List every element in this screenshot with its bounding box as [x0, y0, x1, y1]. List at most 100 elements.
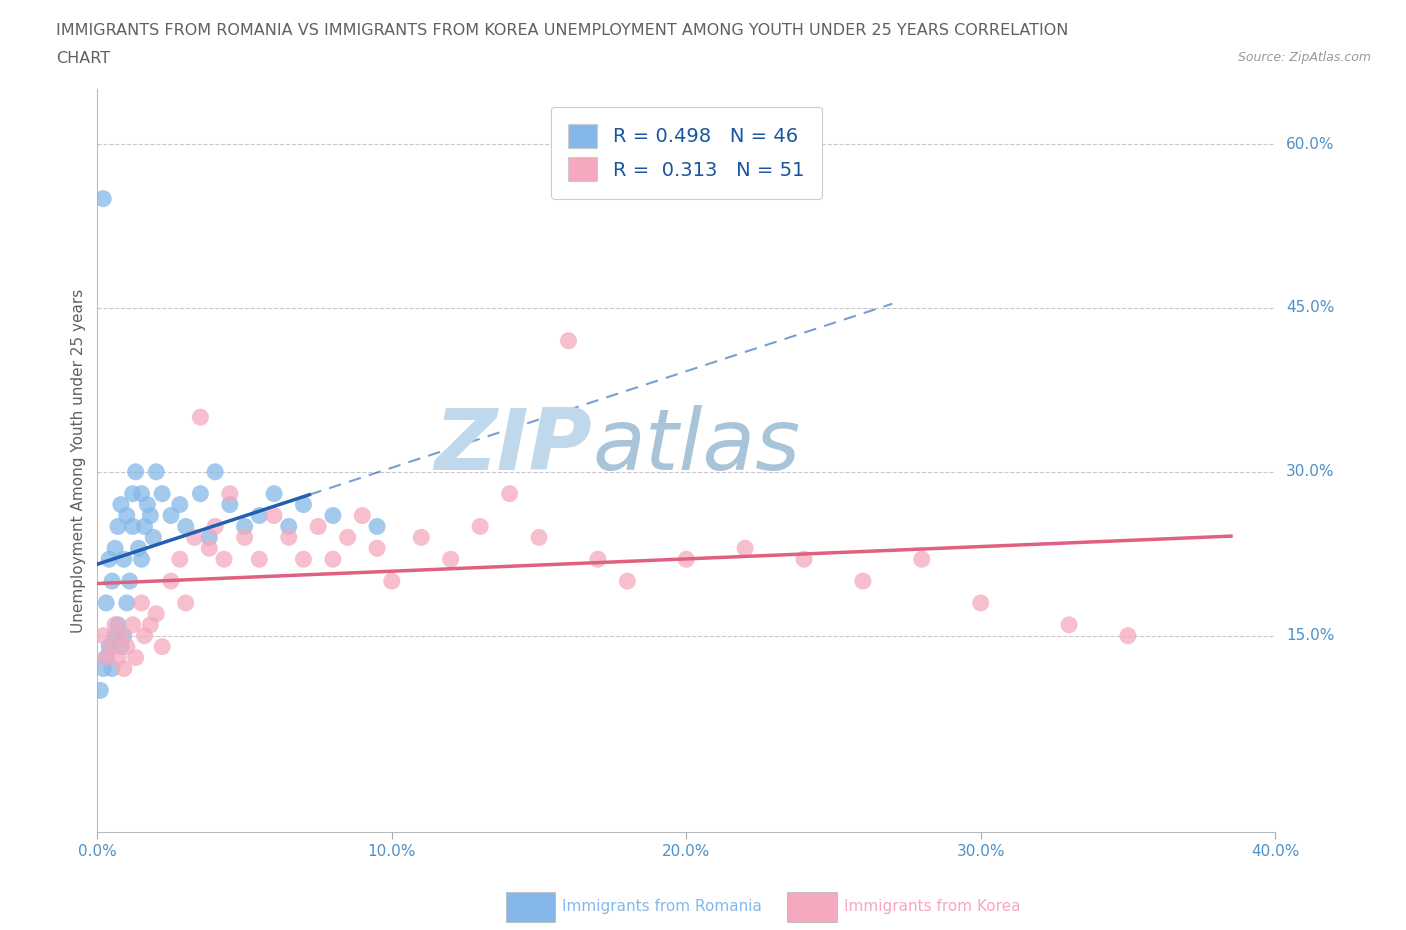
Point [150, 639, 173, 654]
Point [366, 541, 388, 556]
Point [160, 508, 183, 523]
Point [128, 541, 150, 556]
Point [247, 508, 270, 523]
Point [586, 551, 609, 566]
Point [169, 498, 191, 512]
Point [104, 541, 127, 556]
Point [190, 410, 212, 425]
Point [118, 574, 141, 589]
Point [263, 508, 285, 523]
Point [911, 551, 934, 566]
Point [91, 661, 114, 676]
Point [527, 530, 550, 545]
Point [112, 551, 135, 566]
Text: 30.0%: 30.0% [1286, 464, 1334, 479]
Point [169, 551, 191, 566]
Y-axis label: Unemployment Among Youth under 25 years: Unemployment Among Youth under 25 years [72, 289, 86, 633]
Point [115, 639, 138, 654]
Point [198, 530, 221, 545]
Point [104, 618, 127, 632]
Point [212, 551, 235, 566]
Point [218, 486, 240, 501]
Point [322, 508, 344, 523]
Point [142, 530, 165, 545]
Point [110, 498, 132, 512]
Point [793, 551, 815, 566]
Point [101, 574, 124, 589]
Point [734, 541, 756, 556]
Point [139, 618, 162, 632]
Point [852, 574, 875, 589]
Point [675, 551, 697, 566]
Text: atlas: atlas [592, 405, 800, 487]
Text: 45.0%: 45.0% [1286, 300, 1334, 315]
Point [557, 333, 579, 348]
Point [352, 508, 374, 523]
Point [91, 192, 114, 206]
Point [277, 530, 299, 545]
Point [101, 661, 124, 676]
Point [336, 530, 359, 545]
Point [145, 606, 167, 621]
Text: ZIP: ZIP [434, 405, 592, 487]
Point [107, 650, 129, 665]
Point [101, 639, 124, 654]
Point [115, 508, 138, 523]
Point [107, 519, 129, 534]
Point [96, 595, 118, 610]
Point [218, 498, 240, 512]
Point [198, 541, 221, 556]
Point [110, 629, 132, 644]
Point [292, 498, 315, 512]
Text: 60.0%: 60.0% [1286, 137, 1334, 152]
Point [96, 650, 118, 665]
Point [233, 519, 256, 534]
Point [139, 508, 162, 523]
Point [112, 661, 135, 676]
Point [98, 551, 121, 566]
Point [134, 519, 156, 534]
Point [104, 629, 127, 644]
Text: 15.0%: 15.0% [1286, 629, 1334, 644]
Legend: R = 0.498   N = 46, R =  0.313   N = 51: R = 0.498 N = 46, R = 0.313 N = 51 [551, 107, 823, 199]
Point [131, 551, 153, 566]
Text: CHART: CHART [56, 51, 110, 66]
Point [440, 551, 463, 566]
Point [131, 486, 153, 501]
Point [160, 574, 183, 589]
Point [107, 618, 129, 632]
Point [616, 574, 638, 589]
Text: IMMIGRANTS FROM ROMANIA VS IMMIGRANTS FROM KOREA UNEMPLOYMENT AMONG YOUTH UNDER : IMMIGRANTS FROM ROMANIA VS IMMIGRANTS FR… [56, 23, 1069, 38]
Point [498, 486, 520, 501]
Point [112, 629, 135, 644]
Point [134, 629, 156, 644]
Text: Immigrants from Korea: Immigrants from Korea [844, 899, 1021, 914]
Text: Immigrants from Romania: Immigrants from Romania [562, 899, 762, 914]
Point [174, 595, 197, 610]
Point [150, 486, 173, 501]
Point [277, 519, 299, 534]
Point [263, 486, 285, 501]
Point [411, 530, 433, 545]
Point [322, 551, 344, 566]
Point [96, 650, 118, 665]
Point [366, 519, 388, 534]
Point [91, 629, 114, 644]
Point [190, 486, 212, 501]
Point [1057, 618, 1080, 632]
Point [110, 639, 132, 654]
Point [115, 595, 138, 610]
Point [247, 551, 270, 566]
Point [292, 551, 315, 566]
Point [970, 595, 993, 610]
Point [121, 618, 143, 632]
Point [89, 683, 111, 698]
Point [131, 595, 153, 610]
Point [98, 639, 121, 654]
Point [124, 464, 146, 479]
Point [307, 519, 329, 534]
Point [145, 464, 167, 479]
Point [381, 574, 404, 589]
Point [121, 519, 143, 534]
Point [174, 519, 197, 534]
